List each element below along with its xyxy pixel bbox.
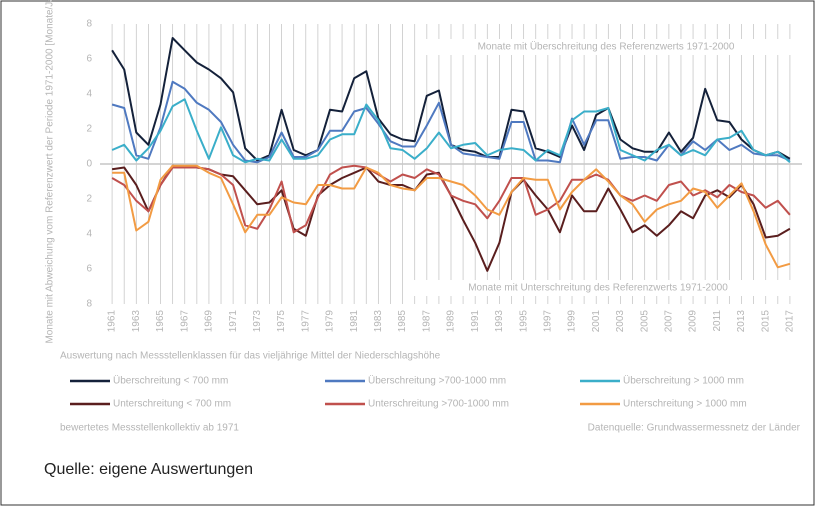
x-tick-label: 1985 xyxy=(397,310,408,333)
y-tick-label: 8 xyxy=(86,299,92,310)
legend-label: Unterschreitung >700-1000 mm xyxy=(368,399,509,410)
x-tick-label: 1977 xyxy=(300,310,311,333)
legend-label: Überschreitung < 700 mm xyxy=(113,375,228,387)
y-tick-label: 4 xyxy=(86,89,92,100)
legend-label: Unterschreitung > 1000 mm xyxy=(623,399,747,410)
y-tick-label: 2 xyxy=(86,124,92,135)
grid xyxy=(100,24,802,304)
y-tick-label: 2 xyxy=(86,194,92,205)
annotation: Monate mit Unterschreitung des Referenzw… xyxy=(468,283,728,294)
x-tick-label: 1991 xyxy=(470,310,481,333)
x-tick-label: 2005 xyxy=(639,310,650,333)
legend-label: Unterschreitung < 700 mm xyxy=(113,399,231,410)
x-tick-label: 2007 xyxy=(664,310,675,333)
y-tick-label: 6 xyxy=(86,264,92,275)
source: Quelle: eigene Auswertungen xyxy=(44,461,253,478)
x-tick-label: 1987 xyxy=(421,310,432,333)
x-tick-label: 1965 xyxy=(155,310,166,333)
x-tick-label: 1963 xyxy=(131,310,142,333)
x-tick-label: 2013 xyxy=(736,310,747,333)
series-line xyxy=(111,164,791,234)
x-tick-label: 1999 xyxy=(567,310,578,333)
x-tick-label: 1989 xyxy=(446,310,457,333)
x-tick-label: 2015 xyxy=(760,310,771,333)
annotation-box xyxy=(420,39,792,55)
x-tick-label: 1983 xyxy=(373,310,384,333)
note: Auswertung nach Messstellenklassen für d… xyxy=(60,351,441,362)
x-tick-label: 2001 xyxy=(591,310,602,333)
x-tick-label: 1995 xyxy=(518,310,529,333)
x-tick-label: 1961 xyxy=(107,310,118,333)
footnote: Datenquelle: Grundwassermessnetz der Län… xyxy=(588,423,801,434)
annotation-box xyxy=(405,280,792,296)
legend-label: Überschreitung > 1000 mm xyxy=(623,375,744,387)
x-tick-label: 1971 xyxy=(228,310,239,333)
footnote: bewertetes Messstellenkollektiv ab 1971 xyxy=(60,423,239,434)
x-tick-label: 1973 xyxy=(252,310,263,333)
lines xyxy=(111,37,791,272)
y-tick-label: 6 xyxy=(86,54,92,65)
annotation: Monate mit Überschreitung des Referenzwe… xyxy=(478,41,735,53)
y-tick-label: 0 xyxy=(86,159,92,170)
x-tick-label: 1979 xyxy=(325,310,336,333)
x-tick-label: 1981 xyxy=(349,310,360,333)
x-tick-label: 2011 xyxy=(712,310,723,332)
y-axis-label: Monate mit Abweichung vom Referenzwert d… xyxy=(45,0,56,344)
series-line xyxy=(111,98,791,164)
x-tick-label: 1993 xyxy=(494,310,505,333)
x-tick-label: 1967 xyxy=(179,310,190,333)
x-tick-label: 2003 xyxy=(615,310,626,333)
x-tick-label: 1997 xyxy=(542,310,553,333)
x-tick-label: 2009 xyxy=(688,310,699,333)
series-line xyxy=(112,164,791,269)
x-tick-label: 1975 xyxy=(276,310,287,333)
y-tick-label: 4 xyxy=(86,229,92,240)
legend-label: Überschreitung >700-1000 mm xyxy=(368,375,506,387)
x-tick-label: 1969 xyxy=(204,310,215,333)
x-tick-label: 2017 xyxy=(785,310,796,333)
y-tick-label: 8 xyxy=(86,19,92,30)
